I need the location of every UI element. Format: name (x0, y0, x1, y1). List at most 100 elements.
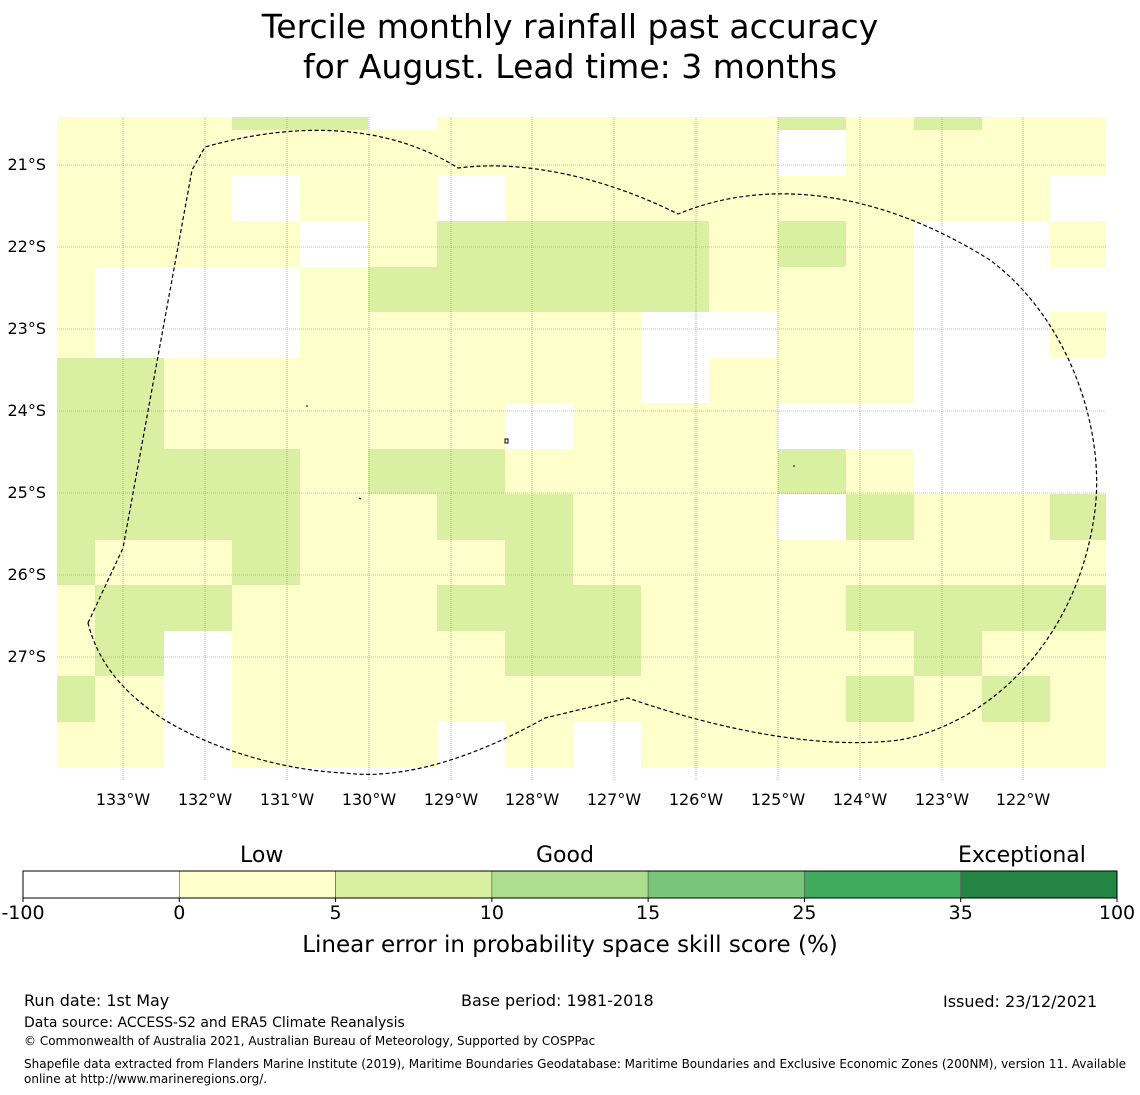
skill-cell (164, 449, 232, 494)
skill-cell (57, 403, 95, 449)
longitude-label: 132°W (177, 790, 233, 809)
title-line-2: for August. Lead time: 3 months (302, 47, 838, 86)
skill-cell (573, 494, 641, 540)
latitude-label: 21°S (7, 155, 46, 174)
skill-cell (95, 221, 164, 267)
colorbar-label: Linear error in probability space skill … (302, 932, 838, 958)
skill-cell (95, 403, 164, 449)
skill-cell (57, 358, 95, 403)
skill-cell (232, 312, 300, 358)
longitude-label: 131°W (259, 790, 315, 809)
skill-cell (1050, 676, 1106, 722)
skill-cell (914, 403, 982, 449)
skill-cell (368, 631, 437, 676)
skill-cell (437, 631, 505, 676)
skill-cell (709, 631, 778, 676)
skill-cell (778, 494, 846, 540)
skill-cell (164, 540, 232, 585)
skill-cell (641, 312, 709, 358)
skill-cell (95, 494, 164, 540)
skill-cell (982, 221, 1050, 267)
skill-cell (846, 358, 914, 403)
colorbar-outline (22, 870, 1118, 899)
skill-cell (437, 494, 505, 540)
skill-cell (709, 176, 778, 221)
skill-cell (914, 585, 982, 631)
graticule (57, 117, 1106, 780)
colorbar-tick-label: 35 (948, 902, 973, 924)
skill-cell (505, 676, 573, 722)
colorbar-segment (804, 870, 962, 899)
skill-cell (57, 117, 95, 130)
skill-cell (846, 722, 914, 768)
skill-cell (57, 585, 95, 631)
skill-cell (846, 540, 914, 585)
skill-cell (846, 312, 914, 358)
latitude-label: 24°S (7, 401, 46, 420)
skill-cell (914, 540, 982, 585)
skill-cell (437, 403, 505, 449)
skill-cell (914, 176, 982, 221)
skill-cell (164, 676, 232, 722)
issued-date: Issued: 23/12/2021 (943, 992, 1098, 1011)
skill-cell (300, 221, 368, 267)
skill-cell (164, 117, 232, 130)
skill-cell (95, 130, 164, 176)
skill-cell (232, 494, 300, 540)
skill-cell (164, 494, 232, 540)
skill-cell (164, 221, 232, 267)
shapefile-credit-line-1: Shapefile data extracted from Flanders M… (24, 1057, 1127, 1071)
skill-cell (914, 221, 982, 267)
skill-cell (641, 403, 709, 449)
skill-cell (778, 312, 846, 358)
latitude-label: 23°S (7, 319, 46, 338)
chart-title: Tercile monthly rainfall past accuracy f… (0, 7, 1140, 87)
skill-cell (232, 117, 300, 130)
skill-cell (709, 585, 778, 631)
skill-cell (368, 267, 437, 312)
skill-cell (846, 676, 914, 722)
skill-cell (573, 449, 641, 494)
skill-cell (846, 117, 914, 130)
skill-cell (778, 449, 846, 494)
skill-cell (95, 585, 164, 631)
skill-cell (505, 540, 573, 585)
skill-cell (368, 449, 437, 494)
skill-cell (368, 540, 437, 585)
skill-cell (778, 676, 846, 722)
skill-cell (505, 267, 573, 312)
skill-cell (982, 449, 1050, 494)
skill-cell (368, 403, 437, 449)
colorbar-segment (22, 870, 180, 899)
skill-cell (300, 585, 368, 631)
skill-cell (709, 449, 778, 494)
skill-cell (505, 585, 573, 631)
skill-cell (573, 130, 641, 176)
skill-cell (95, 631, 164, 676)
longitude-label: 127°W (586, 790, 642, 809)
skill-cell (641, 540, 709, 585)
skill-cell (709, 117, 778, 130)
skill-cell (300, 403, 368, 449)
skill-cell (778, 403, 846, 449)
colorbar-segment (647, 870, 805, 899)
skill-cell (368, 221, 437, 267)
skill-cell (846, 221, 914, 267)
skill-cell (95, 722, 164, 768)
skill-cell (573, 676, 641, 722)
skill-cell (505, 221, 573, 267)
skill-cell (505, 631, 573, 676)
skill-cells (57, 117, 1106, 768)
latitude-label: 27°S (7, 647, 46, 666)
skill-cell (982, 722, 1050, 768)
colorbar (22, 870, 1118, 902)
skill-cell (1050, 358, 1106, 403)
skill-cell (437, 585, 505, 631)
skill-cell (778, 585, 846, 631)
skill-cell (846, 403, 914, 449)
colorbar-segment (491, 870, 649, 899)
skill-cell (914, 312, 982, 358)
skill-cell (641, 267, 709, 312)
skill-cell (232, 358, 300, 403)
